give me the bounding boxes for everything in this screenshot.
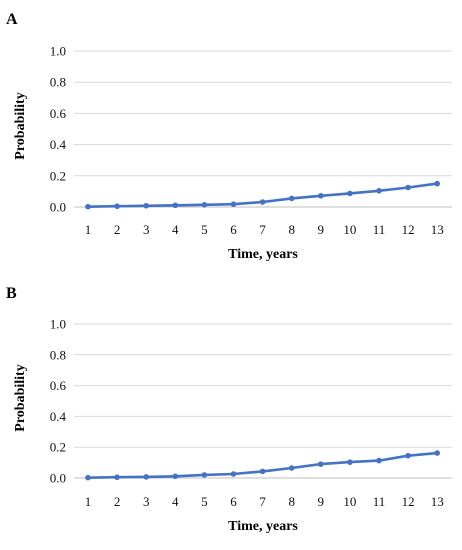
data-point (85, 474, 91, 481)
data-point (347, 459, 353, 465)
y-tick-label: 0.8 (50, 347, 66, 362)
x-tick-label: 7 (259, 222, 266, 237)
panel-label-b: B (6, 285, 17, 302)
data-point (318, 192, 324, 199)
y-tick-label: 0.0 (50, 200, 66, 215)
y-tick-label: 0.2 (50, 168, 66, 183)
x-tick-label: 4 (172, 222, 179, 237)
x-tick-label: 4 (172, 494, 179, 509)
data-point (259, 468, 266, 475)
x-tick-label: 2 (114, 494, 121, 509)
x-tick-label: 5 (201, 494, 208, 509)
x-tick-label: 11 (373, 222, 386, 237)
x-tick-label: 5 (201, 222, 208, 237)
panel-label-a: A (6, 11, 18, 28)
data-point (114, 474, 120, 481)
y-tick-label: 0.8 (50, 75, 66, 90)
y-tick-label: 1.0 (50, 317, 66, 332)
x-tick-label: 1 (85, 494, 92, 509)
data-point (172, 473, 179, 480)
data-point (259, 199, 266, 205)
x-tick-label: 10 (343, 222, 356, 237)
data-point (85, 203, 91, 210)
data-point (230, 471, 237, 477)
x-axis-title-a: Time, years (228, 247, 298, 262)
data-point (114, 203, 120, 210)
x-tick-label: 6 (230, 222, 237, 237)
x-tick-label: 12 (402, 494, 415, 509)
y-tick-label: 0.2 (50, 440, 66, 455)
data-point (172, 202, 179, 209)
x-tick-label: 11 (373, 494, 386, 509)
x-tick-label: 3 (143, 494, 150, 509)
x-tick-label: 6 (230, 494, 237, 509)
data-point (288, 465, 295, 471)
chart-panel-a: A 0.00.20.40.60.81.0 1 2 3 4 5 6 7 8 9 10 11 12 13 T… (6, 11, 452, 262)
x-tick-label: 9 (318, 222, 325, 237)
y-axis-title-a: Probability (13, 92, 28, 159)
x-tick-label: 13 (431, 494, 444, 509)
data-point (434, 180, 441, 187)
data-point (434, 450, 441, 456)
x-tick-label: 2 (114, 222, 121, 237)
chart-panel-b: B 0.00.20.40.60.81.0 1 2 3 4 5 6 7 8 9 10 11 12 13 T… (6, 285, 452, 534)
data-point (405, 452, 411, 459)
y-tick-label: 0.6 (50, 378, 67, 393)
y-tick-label: 0.6 (50, 106, 67, 121)
data-point (143, 202, 149, 209)
data-point (376, 187, 382, 194)
x-tick-label: 3 (143, 222, 150, 237)
x-tick-label: 7 (259, 494, 266, 509)
y-axis-title-b: Probability (13, 364, 28, 431)
y-tick-label: 0.0 (50, 471, 66, 486)
data-point (288, 195, 295, 202)
x-tick-label: 10 (343, 494, 356, 509)
x-tick-label: 12 (402, 222, 415, 237)
data-point (201, 472, 208, 478)
data-point (318, 461, 324, 467)
y-tick-label: 0.4 (50, 137, 67, 152)
x-tick-label: 13 (431, 222, 444, 237)
data-point (230, 201, 237, 207)
data-point (405, 184, 411, 191)
x-tick-label: 9 (318, 494, 325, 509)
data-point (347, 190, 353, 197)
x-tick-label: 8 (288, 494, 295, 509)
data-point (201, 202, 208, 208)
y-tick-label: 1.0 (50, 44, 66, 59)
data-point (143, 474, 149, 480)
x-tick-label: 8 (288, 222, 295, 237)
y-tick-label: 0.4 (50, 409, 67, 424)
x-tick-label: 1 (85, 222, 92, 237)
data-point (376, 457, 382, 464)
x-axis-title-b: Time, years (228, 519, 298, 534)
